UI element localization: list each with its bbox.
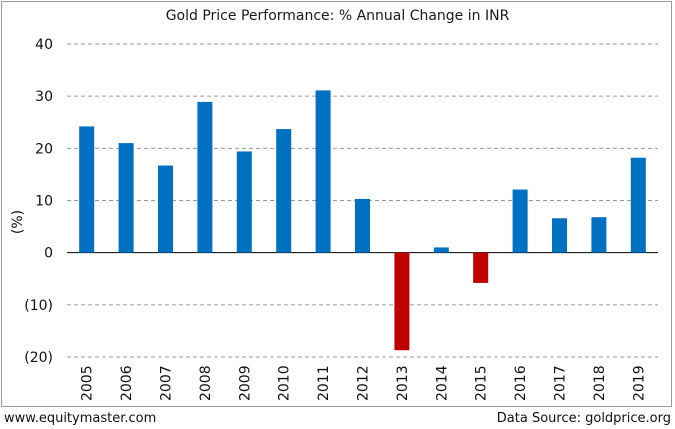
bar-2019 (630, 157, 646, 253)
bar-2017 (552, 218, 567, 253)
y-tick-label: 30 (35, 89, 53, 105)
source-website: www.equitymaster.com (4, 411, 157, 426)
y-tick-label: 0 (44, 246, 53, 262)
bar-2011 (315, 90, 331, 253)
bar-2016 (512, 189, 528, 253)
bar-2007 (158, 165, 173, 253)
x-tick-label: 2013 (395, 365, 411, 401)
chart-frame (1, 1, 672, 407)
chart-title: Gold Price Performance: % Annual Change … (165, 8, 510, 24)
x-tick-label: 2012 (356, 365, 372, 401)
y-tick-label: (20) (24, 350, 53, 366)
y-tick-label: 20 (35, 141, 53, 157)
x-tick-label: 2007 (159, 365, 175, 401)
y-axis-ticks: 40 30 20 10 0 (10) (20) (24, 37, 53, 366)
x-tick-label: 2010 (277, 365, 293, 401)
y-tick-label: 40 (35, 37, 53, 53)
y-axis-label: (%) (10, 210, 26, 234)
x-tick-label: 2015 (474, 365, 490, 401)
bar-2018 (591, 217, 607, 253)
bar-2009 (236, 151, 252, 253)
x-tick-label: 2017 (553, 365, 569, 401)
x-tick-label: 2019 (631, 365, 647, 401)
bar-2013 (394, 252, 410, 351)
x-tick-label: 2008 (198, 365, 214, 401)
bar-2012 (355, 198, 370, 253)
bar-2014 (433, 247, 449, 253)
y-tick-label: 10 (35, 194, 53, 210)
x-axis-ticks: 2005 2006 2007 2008 2009 2010 2011 2012 2013 2014… (80, 365, 648, 401)
bars (79, 90, 646, 351)
data-source: Data Source: goldprice.org (496, 411, 671, 426)
x-tick-label: 2014 (434, 365, 450, 401)
bar-2005 (79, 126, 95, 253)
bar-2008 (197, 101, 213, 253)
x-tick-label: 2011 (316, 365, 332, 401)
x-tick-label: 2009 (237, 365, 253, 401)
x-tick-label: 2005 (80, 365, 96, 401)
x-tick-label: 2018 (592, 365, 608, 401)
y-tick-label: (10) (24, 298, 53, 314)
bar-2015 (473, 252, 489, 283)
bar-2010 (276, 129, 292, 253)
bar-2006 (118, 143, 134, 253)
x-tick-label: 2016 (513, 365, 529, 401)
x-tick-label: 2006 (119, 365, 135, 401)
